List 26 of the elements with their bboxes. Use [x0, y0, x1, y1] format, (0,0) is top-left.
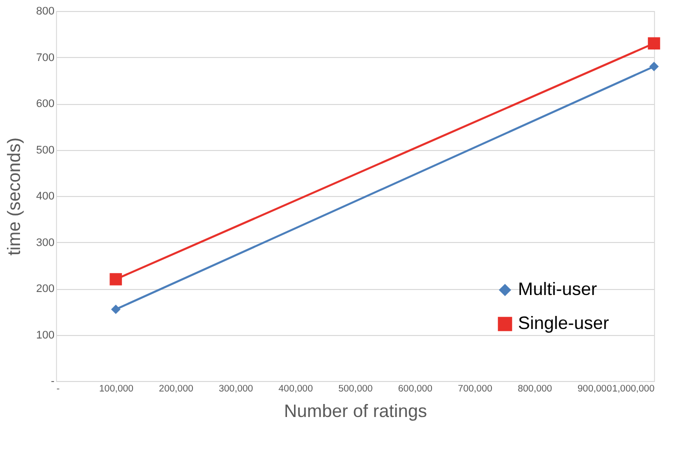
- x-tick-label: 300,000: [218, 384, 254, 394]
- x-tick-label: 700,000: [458, 384, 492, 394]
- point: [111, 304, 121, 314]
- point: [649, 62, 659, 72]
- y-tick-label: 700: [36, 52, 54, 64]
- legend-label: Single-user: [518, 313, 610, 333]
- x-tick-label: 100,000: [99, 384, 134, 394]
- x-tick-label: 200,000: [158, 384, 194, 394]
- x-tick-label: 400,000: [278, 384, 313, 394]
- x-tick-label: 800,000: [518, 384, 552, 394]
- y-tick-label: 600: [36, 98, 54, 110]
- y-tick-label: 200: [36, 283, 54, 295]
- y-tick-label: 400: [36, 190, 54, 202]
- y-tick-label: 800: [36, 6, 54, 18]
- y-tick-label: 500: [36, 144, 54, 156]
- y-tick-label: 100: [36, 329, 54, 342]
- x-axis-title: Number of ratings: [284, 401, 428, 421]
- x-tick-label: 900,000: [578, 384, 612, 394]
- x-tick-label: 600,000: [398, 384, 432, 394]
- x-tick-label: 1,000,000: [612, 384, 654, 394]
- x-tick-label: 500,000: [338, 384, 373, 394]
- point: [110, 273, 122, 286]
- point: [648, 37, 660, 50]
- y-axis-title: time (seconds): [4, 137, 24, 256]
- y-tick-label: 300: [36, 236, 54, 249]
- legend-label: Multi-user: [518, 279, 598, 299]
